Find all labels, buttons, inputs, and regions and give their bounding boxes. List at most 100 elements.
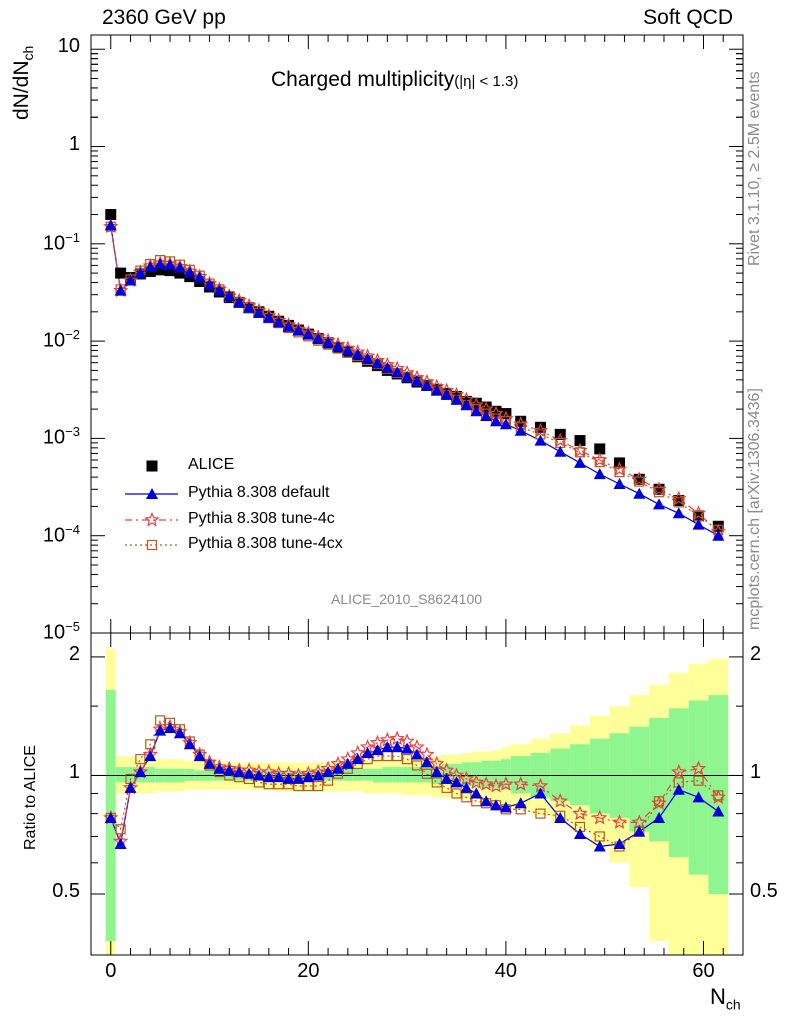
point-ratio-2 xyxy=(488,777,504,793)
point-ratio-2 xyxy=(592,809,608,825)
point-ratio-1 xyxy=(322,766,335,778)
point-ratio-1 xyxy=(490,799,503,811)
point-main-1 xyxy=(411,374,423,386)
legend-marker-0 xyxy=(146,460,158,472)
y-tick-label-ratio-right: 2 xyxy=(750,642,762,665)
point-main-1 xyxy=(460,399,473,411)
point-main-0 xyxy=(574,435,586,447)
x-axis-label: Nch xyxy=(710,984,741,1012)
point-ratio-1 xyxy=(593,840,606,852)
point-main-1 xyxy=(302,328,315,340)
point-main-1 xyxy=(341,344,354,356)
point-ratio-1 xyxy=(272,771,285,783)
point-main-3 xyxy=(634,476,645,487)
point-main-1 xyxy=(124,274,137,286)
inner-band-bin xyxy=(342,768,353,781)
point-ratio-1 xyxy=(653,811,666,823)
point-main-1 xyxy=(154,258,167,270)
x-tick-label: 0 xyxy=(105,960,117,982)
inner-band-bin xyxy=(668,708,689,858)
y-tick-label-main: 1 xyxy=(68,132,80,155)
legend-label-default: Pythia 8.308 default xyxy=(188,484,330,501)
point-ratio-3 xyxy=(693,775,704,786)
inner-band-bin xyxy=(184,768,195,781)
point-ratio-2 xyxy=(572,805,588,821)
point-ratio-1 xyxy=(114,837,127,849)
point-main-0 xyxy=(594,443,606,455)
point-main-1 xyxy=(672,507,685,519)
point-ratio-1 xyxy=(514,797,527,809)
point-ratio-1 xyxy=(292,772,305,784)
legend-marker-2 xyxy=(144,511,160,527)
inner-band-bin xyxy=(570,744,590,806)
point-ratio-1 xyxy=(391,741,404,753)
point-main-0 xyxy=(480,401,492,413)
y-tick-label-ratio-left: 1 xyxy=(68,761,80,784)
point-ratio-1 xyxy=(401,742,414,754)
point-ratio-1 xyxy=(351,753,364,765)
point-main-1 xyxy=(252,306,265,318)
x-axis-label-sub: ch xyxy=(725,996,741,1013)
point-ratio-1 xyxy=(430,766,443,778)
point-ratio-2 xyxy=(468,774,485,789)
y-tick-label-main: 10 xyxy=(57,35,80,58)
point-main-1 xyxy=(391,366,404,378)
point-ratio-2 xyxy=(458,770,475,786)
inner-band-bin xyxy=(412,767,422,783)
legend-label-alice: ALICE xyxy=(188,456,235,473)
point-ratio-1 xyxy=(440,772,453,784)
point-main-1 xyxy=(371,357,384,369)
legend-marker-3 xyxy=(146,539,158,551)
point-main-1 xyxy=(653,498,666,510)
point-main-1 xyxy=(144,260,157,272)
y-axis-label-main-sub: ch xyxy=(20,45,37,61)
inner-band-bin xyxy=(421,765,432,783)
chart-title-suffix: (|η| < 1.3) xyxy=(454,73,519,90)
legend-label-tune4cx: Pythia 8.308 tune-4cx xyxy=(188,535,343,552)
point-ratio-1 xyxy=(233,766,246,778)
inner-band-bin xyxy=(471,762,482,787)
point-main-1 xyxy=(499,418,512,430)
point-ratio-1 xyxy=(534,787,547,799)
point-ratio-1 xyxy=(124,781,137,793)
point-main-1 xyxy=(193,271,206,283)
mcplots-info: mcplots.cern.ch [arXiv:1306.3436] xyxy=(746,388,763,630)
point-main-1 xyxy=(554,445,567,457)
point-ratio-2 xyxy=(631,814,647,829)
point-ratio-1 xyxy=(361,747,374,759)
point-ratio-1 xyxy=(460,781,473,793)
inner-band-bin xyxy=(392,767,403,783)
point-main-1 xyxy=(490,415,503,427)
point-main-0 xyxy=(470,397,482,409)
main-series xyxy=(103,209,726,541)
point-main-0 xyxy=(673,495,685,507)
point-ratio-1 xyxy=(712,805,725,817)
point-main-0 xyxy=(490,405,502,417)
point-ratio-1 xyxy=(302,771,315,783)
inner-band-bin xyxy=(352,768,363,781)
point-ratio-1 xyxy=(154,724,167,736)
x-axis-label-text: N xyxy=(710,984,726,1009)
point-ratio-3 xyxy=(535,808,546,819)
point-ratio-2 xyxy=(512,776,529,791)
point-main-1 xyxy=(322,336,335,348)
y-axis-label-ratio: Ratio to ALICE xyxy=(22,745,39,850)
y-tick-label-main: 10−1 xyxy=(42,229,80,255)
analysis-id: ALICE_2010_S8624100 xyxy=(331,591,483,607)
point-ratio-1 xyxy=(411,748,423,760)
y-tick-label-main: 10−5 xyxy=(42,619,80,644)
point-main-0 xyxy=(534,421,546,433)
point-ratio-3 xyxy=(313,780,324,792)
y-tick-label-ratio-left: 2 xyxy=(68,642,80,665)
point-ratio-1 xyxy=(633,825,646,837)
point-ratio-2 xyxy=(478,776,494,791)
inner-band-bin xyxy=(451,763,462,785)
chart-title: Charged multiplicity(|η| < 1.3) xyxy=(271,68,518,92)
ratio-series xyxy=(103,715,726,852)
point-main-1 xyxy=(203,278,216,290)
inner-band-bin xyxy=(481,760,492,788)
y-tick-label-main: 10−4 xyxy=(42,521,80,547)
inner-band-bin xyxy=(629,726,650,832)
point-main-3 xyxy=(614,467,625,478)
point-main-3 xyxy=(673,497,684,508)
